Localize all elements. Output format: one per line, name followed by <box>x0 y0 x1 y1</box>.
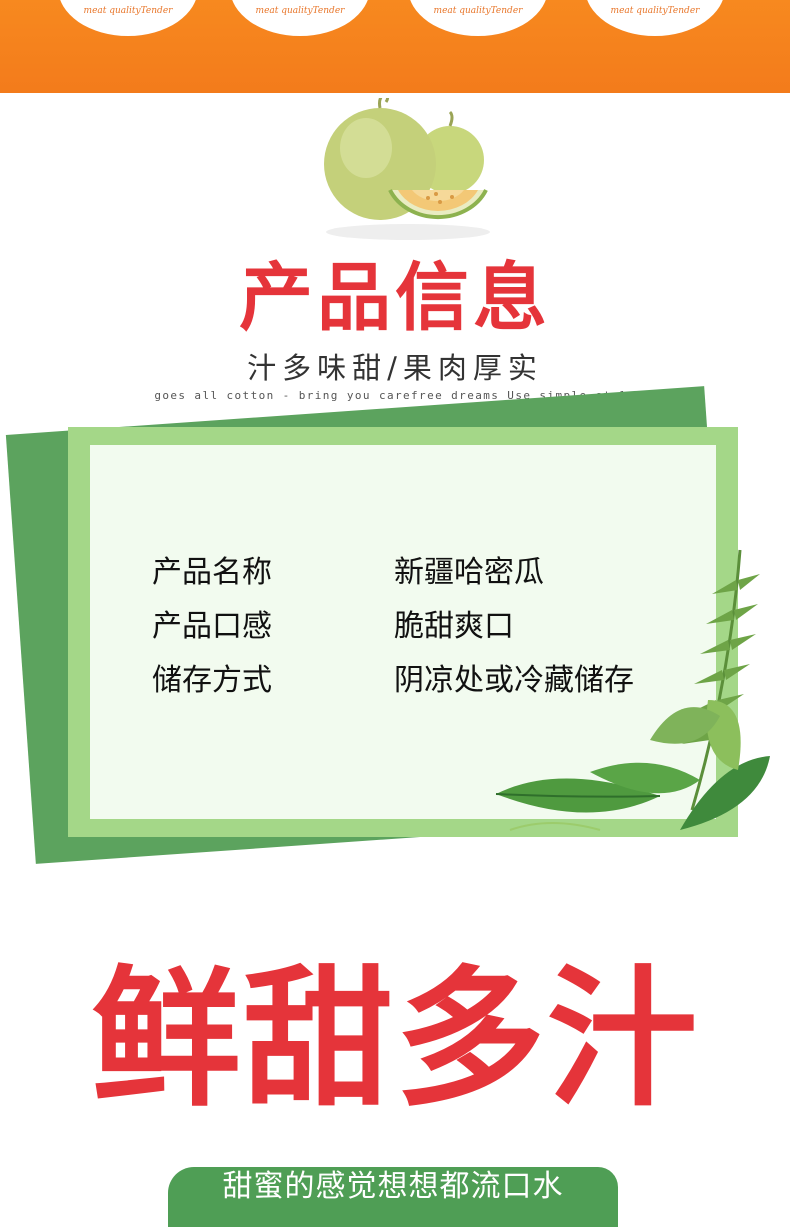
info-label: 产品名称 <box>152 555 272 590</box>
info-value: 阴凉处或冷藏储存 <box>394 663 634 698</box>
badge-text: meat qualityTender <box>83 6 173 16</box>
leaves-decoration <box>470 540 790 880</box>
promo-slogan: 鲜甜多汁 <box>90 953 699 1127</box>
section-subtitle: 汁多味甜/果肉厚实 <box>247 351 543 385</box>
info-label: 产品口感 <box>152 609 272 644</box>
promo-banner-text: 甜蜜的感觉想想都流口水 <box>222 1169 564 1204</box>
badge-text: meat qualityTender <box>433 6 523 16</box>
info-value: 新疆哈密瓜 <box>394 555 544 590</box>
quality-badge: meat qualityTender <box>58 0 198 36</box>
section-title: 产品信息 <box>239 255 551 341</box>
info-card-inner <box>90 445 716 819</box>
badge-text: meat qualityTender <box>255 6 345 16</box>
quality-badge: meat qualityTender <box>408 0 548 36</box>
info-value: 脆甜爽口 <box>394 609 514 644</box>
melon-illustration <box>318 92 498 248</box>
top-banner: meat qualityTender meat qualityTender me… <box>0 0 790 93</box>
info-card <box>68 427 738 837</box>
quality-badge: meat qualityTender <box>585 0 725 36</box>
info-label: 储存方式 <box>152 663 272 698</box>
badge-text: meat qualityTender <box>610 6 700 16</box>
quality-badge: meat qualityTender <box>230 0 370 36</box>
